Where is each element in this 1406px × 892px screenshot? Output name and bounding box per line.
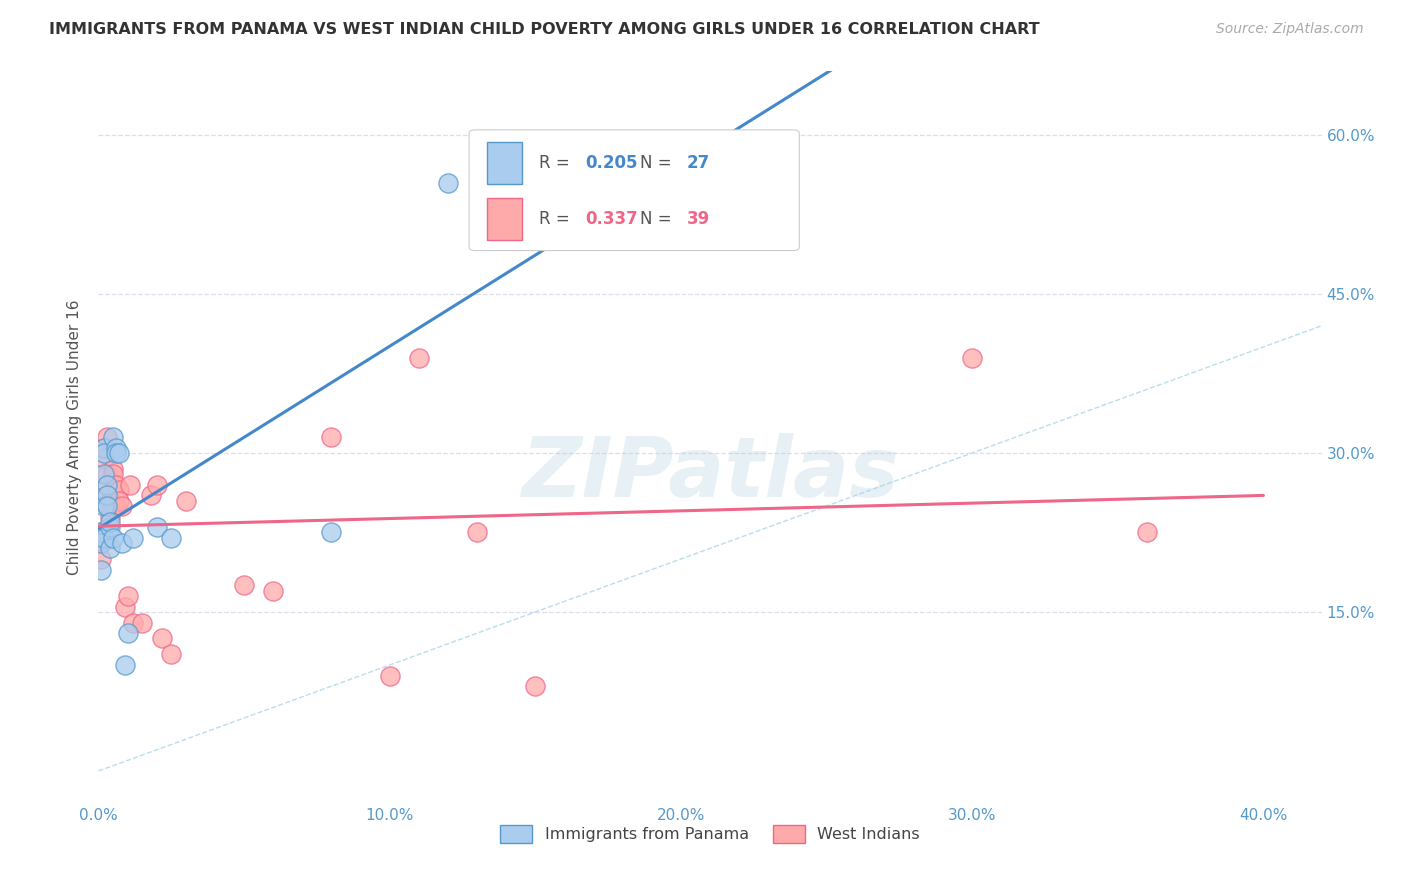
Point <box>90 552 112 566</box>
Point <box>96 499 118 513</box>
Point <box>104 446 127 460</box>
Point <box>93 446 115 460</box>
Point <box>93 451 115 466</box>
Point <box>93 499 115 513</box>
Point <box>98 509 121 524</box>
Point <box>1136 525 1159 540</box>
Point <box>108 446 131 460</box>
Point <box>117 626 139 640</box>
Point <box>104 441 127 455</box>
Point <box>104 499 127 513</box>
Point <box>145 520 167 534</box>
Point <box>98 520 121 534</box>
Point <box>101 430 124 444</box>
Point <box>262 583 284 598</box>
Point <box>96 488 118 502</box>
Point <box>437 176 460 190</box>
Point <box>98 515 121 529</box>
Point <box>160 531 183 545</box>
Point <box>233 578 256 592</box>
Point <box>139 488 162 502</box>
Point <box>93 441 115 455</box>
Point <box>96 477 118 491</box>
Text: N =: N = <box>640 153 678 172</box>
Point <box>122 615 145 630</box>
Point <box>101 499 124 513</box>
Text: N =: N = <box>640 211 678 228</box>
Point <box>93 441 115 455</box>
Point <box>104 477 127 491</box>
Text: 39: 39 <box>686 211 710 228</box>
Point <box>174 493 197 508</box>
Point <box>101 531 124 545</box>
Point <box>114 599 136 614</box>
Point <box>120 477 142 491</box>
Text: Source: ZipAtlas.com: Source: ZipAtlas.com <box>1216 22 1364 37</box>
Point <box>111 536 134 550</box>
Point <box>465 525 488 540</box>
Point <box>408 351 430 365</box>
Point <box>122 531 145 545</box>
Point <box>93 483 115 497</box>
Point <box>90 536 112 550</box>
Point <box>101 462 124 476</box>
Point <box>98 493 121 508</box>
Text: 0.337: 0.337 <box>585 211 638 228</box>
Y-axis label: Child Poverty Among Girls Under 16: Child Poverty Among Girls Under 16 <box>67 300 83 574</box>
Point <box>960 351 983 365</box>
FancyBboxPatch shape <box>470 130 800 251</box>
Point <box>114 658 136 673</box>
Point <box>90 525 112 540</box>
Legend: Immigrants from Panama, West Indians: Immigrants from Panama, West Indians <box>494 819 927 850</box>
Text: R =: R = <box>538 211 575 228</box>
Point <box>160 648 183 662</box>
Point <box>96 467 118 482</box>
FancyBboxPatch shape <box>488 142 522 184</box>
Point <box>108 493 131 508</box>
Point <box>90 563 112 577</box>
FancyBboxPatch shape <box>488 198 522 240</box>
Point <box>108 483 131 497</box>
Point <box>145 477 167 491</box>
Point <box>524 679 547 693</box>
Point <box>93 531 115 545</box>
Point <box>90 536 112 550</box>
Point <box>111 499 134 513</box>
Point <box>321 525 343 540</box>
Point <box>98 541 121 556</box>
Point <box>131 615 153 630</box>
Point <box>378 668 401 682</box>
Point <box>96 430 118 444</box>
Point <box>152 632 174 646</box>
Point <box>321 430 343 444</box>
Text: 0.205: 0.205 <box>585 153 638 172</box>
Point <box>117 589 139 603</box>
Text: R =: R = <box>538 153 575 172</box>
Point <box>93 531 115 545</box>
Point <box>90 525 112 540</box>
Point <box>93 467 115 482</box>
Point <box>96 499 118 513</box>
Text: ZIPatlas: ZIPatlas <box>522 434 898 514</box>
Text: IMMIGRANTS FROM PANAMA VS WEST INDIAN CHILD POVERTY AMONG GIRLS UNDER 16 CORRELA: IMMIGRANTS FROM PANAMA VS WEST INDIAN CH… <box>49 22 1040 37</box>
Text: 27: 27 <box>686 153 710 172</box>
Point <box>101 467 124 482</box>
